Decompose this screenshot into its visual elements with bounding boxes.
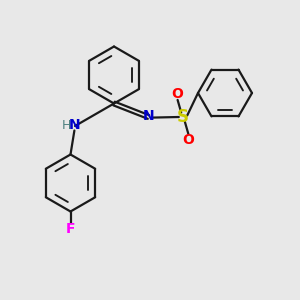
Text: N: N (69, 118, 81, 132)
Text: H: H (62, 119, 71, 132)
Text: F: F (66, 222, 75, 236)
Text: O: O (182, 133, 194, 147)
Text: S: S (177, 108, 189, 126)
Text: O: O (172, 87, 184, 101)
Text: N: N (143, 110, 154, 123)
